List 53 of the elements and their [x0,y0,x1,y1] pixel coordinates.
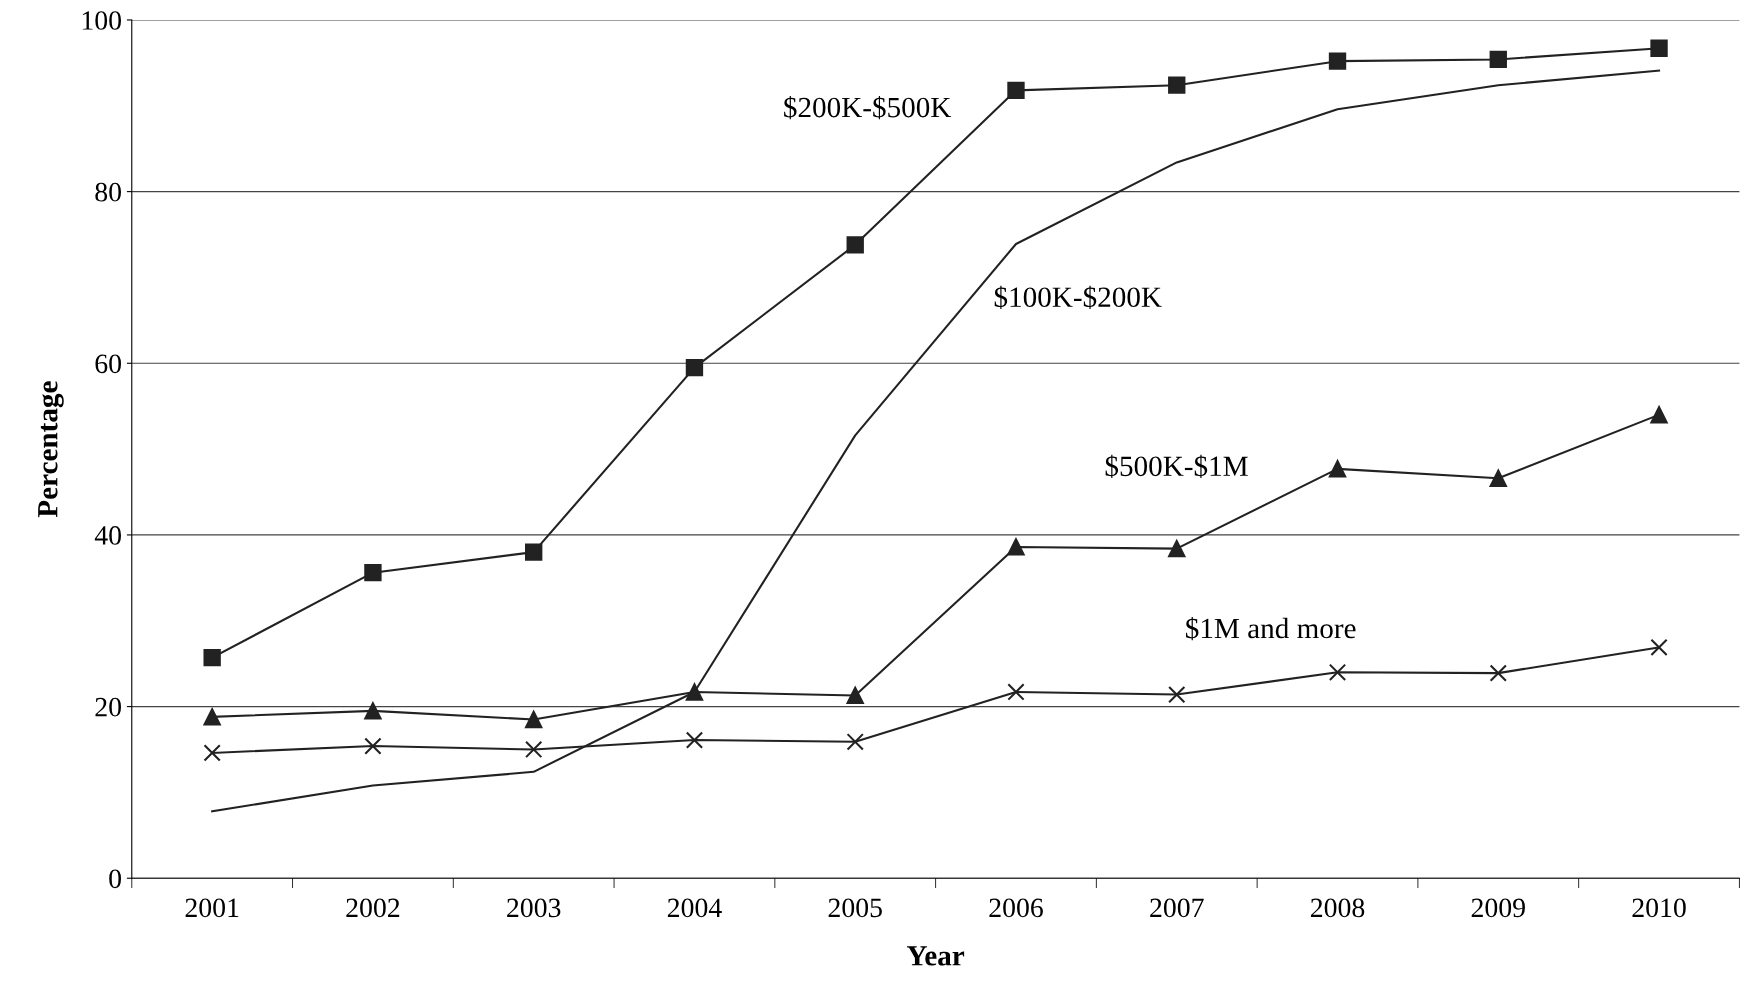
point [1489,469,1507,487]
annotation: $200K-$500K [784,95,952,120]
x-tick-label: 2004 [667,898,722,918]
point [364,737,382,755]
point [1168,76,1186,94]
y-tick-label: 40 [94,526,121,545]
point [1650,638,1668,657]
point [1168,685,1186,704]
x-tick-label: 2010 [1632,898,1686,918]
point [1328,52,1347,70]
x-tick-label: 2009 [1471,898,1525,918]
point [846,733,864,751]
point [203,708,221,726]
point [1007,683,1025,701]
annotation: $100K-$200K [994,285,1162,309]
point [1489,50,1507,69]
point [685,358,704,377]
point [525,543,543,561]
point [364,702,382,720]
point [846,686,864,705]
y-axis-title: Percentage [38,381,64,518]
y-tick-label: 0 [109,869,121,889]
annotation: $500K-$1M [1105,454,1248,479]
y-tick-label: 60 [95,354,121,374]
annotation: $1M and more [1186,616,1356,641]
point [525,710,543,729]
point [1168,539,1186,558]
point [685,731,704,749]
point [1650,39,1668,57]
x-tick-label: 2008 [1310,898,1365,918]
x-tick-label: 2007 [1150,898,1204,918]
y-tick-label: 80 [95,182,121,202]
x-tick-label: 2003 [507,898,561,918]
x-axis-title: Year [906,946,965,966]
point [203,744,221,762]
line-series [211,69,1661,813]
y-tick-label: 100 [82,11,121,30]
point [525,740,543,759]
point [1650,406,1668,424]
point [1007,81,1025,100]
y-tick-label: 20 [95,697,121,717]
point [1328,460,1347,478]
point [364,564,382,582]
point [203,648,221,667]
point [685,683,704,701]
x-tick-label: 2005 [828,898,882,918]
point [1007,538,1025,556]
x-tick-label: 2002 [346,898,400,918]
point [1328,663,1347,681]
x-tick-label: 2001 [185,898,239,918]
point [846,236,864,254]
x-tick-label: 2006 [989,898,1043,918]
point [1489,664,1507,682]
